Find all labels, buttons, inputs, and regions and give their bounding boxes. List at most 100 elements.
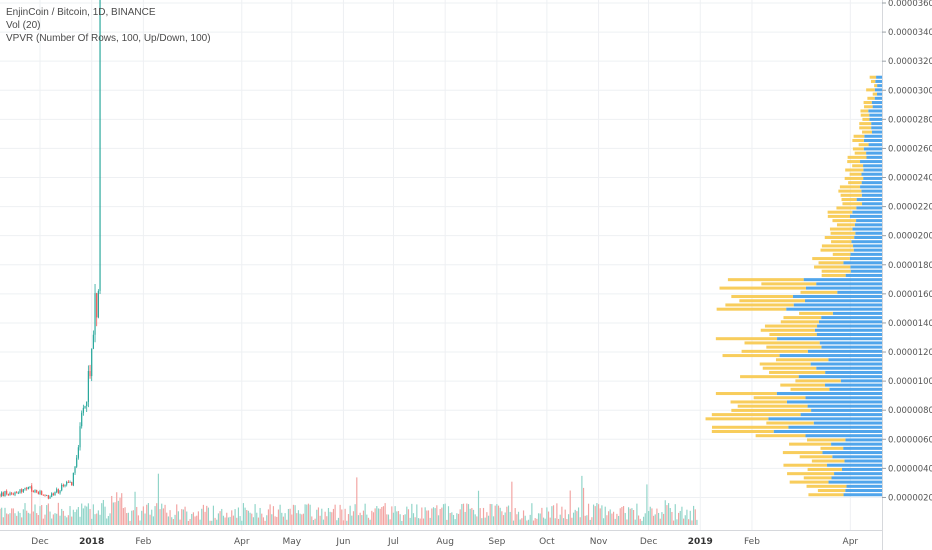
volume-bar — [246, 510, 248, 525]
volume-bar — [571, 517, 573, 525]
volume-indicator-label[interactable]: Vol (20) — [6, 20, 41, 31]
volume-bar — [374, 508, 376, 525]
volume-bar — [517, 511, 520, 525]
vp-up-bar — [871, 130, 882, 134]
volume-bar — [162, 508, 164, 525]
vp-down-bar — [827, 210, 853, 214]
volume-bar — [172, 519, 174, 525]
volume-bar — [236, 517, 238, 525]
vp-up-bar — [855, 231, 882, 235]
vp-up-bar — [786, 400, 882, 404]
volume-bar — [351, 515, 353, 525]
vp-up-bar — [862, 202, 882, 206]
symbol-title[interactable]: EnjinCoin / Bitcoin, 1D, BINANCE — [6, 7, 156, 18]
volume-bar — [566, 518, 568, 525]
vpvr-indicator-label[interactable]: VPVR (Number Of Rows, 100, Up/Down, 100) — [6, 33, 211, 44]
volume-bar — [82, 508, 84, 525]
volume-bar — [76, 509, 78, 525]
vp-down-bar — [824, 235, 855, 239]
candle-body — [37, 491, 39, 495]
vp-down-bar — [787, 472, 835, 476]
volume-bar — [266, 515, 268, 525]
volume-bar — [86, 506, 88, 525]
volume-bar — [412, 513, 415, 525]
volume-bar — [37, 515, 39, 525]
volume-bar — [49, 511, 51, 525]
volume-bar — [361, 515, 363, 525]
volume-bar — [622, 506, 625, 525]
volume-bar — [199, 519, 201, 525]
vp-up-bar — [807, 404, 882, 408]
legend: EnjinCoin / Bitcoin, 1D, BINANCE Vol (20… — [6, 6, 211, 45]
volume-bar — [307, 503, 310, 525]
volume-bar — [401, 520, 403, 525]
volume-bar — [551, 506, 553, 525]
time-axis-background — [0, 530, 882, 550]
volume-bar — [337, 517, 340, 525]
vp-down-bar — [782, 451, 823, 455]
candle-body — [96, 293, 98, 318]
vp-up-bar — [814, 328, 882, 332]
volume-bar — [481, 518, 483, 525]
volume-bar — [216, 519, 218, 525]
volume-bar — [546, 507, 548, 525]
candle-body — [66, 482, 68, 485]
time-tick-label: Sep — [488, 537, 505, 547]
vp-up-bar — [856, 219, 882, 223]
volume-bar — [562, 518, 565, 525]
vp-up-bar — [866, 155, 882, 159]
volume-bar — [417, 518, 420, 525]
volume-bar — [561, 506, 563, 525]
vp-down-bar — [870, 79, 876, 83]
volume-bar — [364, 503, 366, 525]
vp-up-bar — [832, 311, 882, 315]
volume-bar — [289, 508, 291, 525]
vp-up-bar — [863, 147, 882, 151]
vp-down-bar — [862, 130, 872, 134]
volume-bar — [304, 504, 306, 525]
vp-up-bar — [871, 122, 882, 126]
vp-up-bar — [850, 269, 882, 273]
volume-bar — [646, 484, 648, 525]
volume-bar — [336, 520, 338, 525]
volume-bar — [626, 519, 628, 525]
candle-body — [7, 493, 9, 496]
volume-bar — [239, 516, 241, 525]
vp-up-bar — [871, 101, 882, 105]
vp-up-bar — [798, 375, 882, 379]
volume-bar — [632, 510, 635, 525]
vp-down-bar — [820, 248, 854, 252]
volume-bar — [637, 515, 640, 525]
volume-bar — [384, 503, 386, 525]
volume-bar — [366, 514, 368, 525]
volume-bar — [189, 518, 191, 525]
volume-bar — [419, 518, 421, 525]
candle-body — [69, 482, 71, 483]
volume-bar — [52, 514, 54, 525]
vp-down-bar — [847, 160, 861, 164]
vp-down-bar — [848, 181, 862, 185]
volume-bar — [471, 507, 473, 525]
volume-bar — [121, 493, 123, 525]
volume-bar — [347, 514, 350, 525]
volume-bar — [597, 504, 600, 525]
volume-bar — [159, 509, 161, 525]
volume-bar — [204, 511, 206, 525]
volume-bar — [542, 517, 545, 525]
volume-bar — [547, 511, 550, 525]
vp-up-bar — [854, 235, 882, 239]
vp-up-bar — [816, 366, 882, 370]
vp-up-bar — [863, 138, 882, 142]
volume-bar — [511, 481, 513, 525]
volume-bar — [654, 514, 656, 525]
volume-bar — [219, 511, 221, 525]
volume-bar — [209, 520, 211, 525]
volume-bar — [4, 507, 6, 525]
volume-bar — [381, 506, 383, 525]
volume-bar — [694, 509, 696, 525]
candle-body — [47, 495, 49, 499]
volume-bar — [277, 509, 280, 525]
volume-bar — [312, 519, 315, 525]
